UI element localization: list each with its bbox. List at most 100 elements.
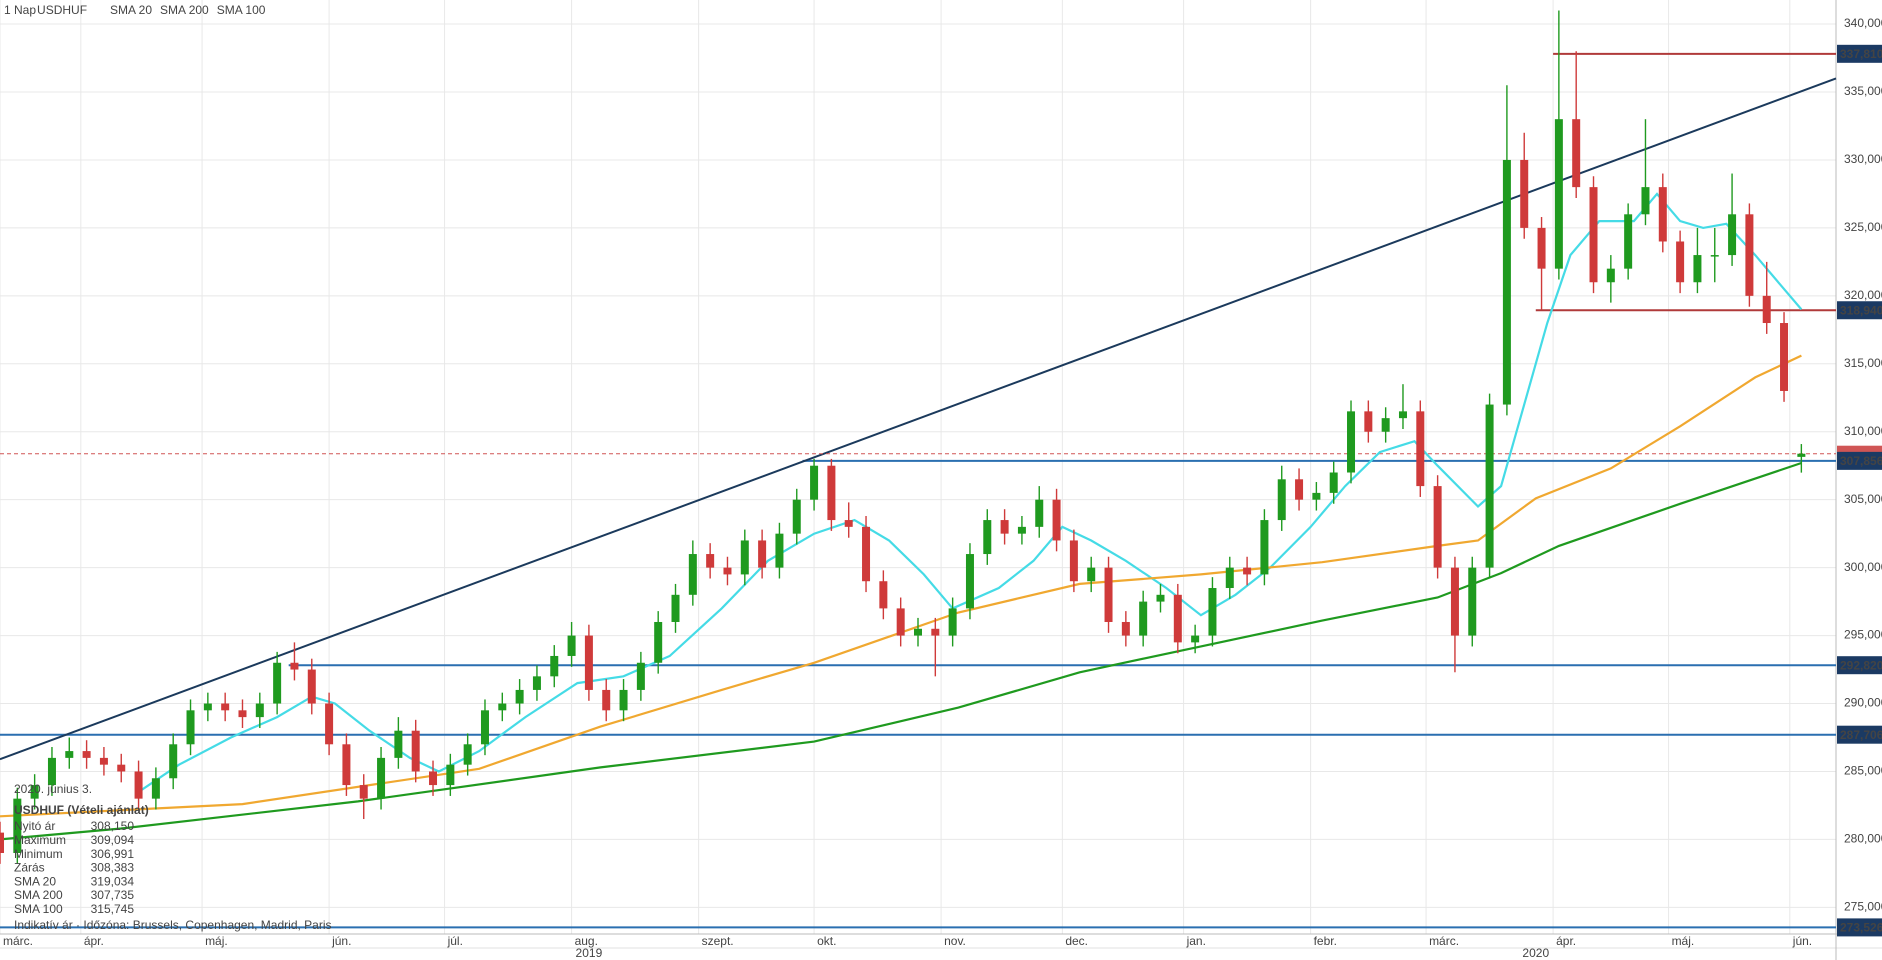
candle-body (1295, 479, 1304, 500)
level-box (1837, 301, 1882, 320)
tooltip-value: 308,150 (91, 819, 135, 833)
candle-body (1121, 621, 1130, 636)
level-label: 292,820 (1840, 658, 1882, 672)
candle-body (1329, 472, 1338, 493)
candle-body (862, 526, 871, 582)
candle-body (1191, 635, 1200, 643)
y-tick-label: 290,000 (1844, 696, 1882, 710)
candle-body (775, 533, 784, 568)
level-box (1837, 44, 1882, 63)
y-tick-label: 295,000 (1844, 628, 1882, 642)
candle-body (1398, 411, 1407, 419)
candle-body (1052, 499, 1061, 541)
candle-body (1156, 594, 1165, 602)
candle-body (1364, 411, 1373, 432)
legend-entry: SMA 200 (160, 3, 209, 17)
y-tick-label: 300,000 (1844, 560, 1882, 574)
level-label: 318,940 (1840, 303, 1882, 317)
candle-body (1537, 227, 1546, 269)
y-tick-label: 340,000 (1844, 16, 1882, 30)
candle-body (914, 628, 922, 636)
x-tick-label: nov. (944, 934, 966, 948)
tooltip-value: 306,991 (91, 847, 135, 861)
level-box (1837, 918, 1882, 937)
candle-body (810, 465, 819, 500)
candle-body (723, 567, 732, 575)
level-box (1837, 725, 1882, 744)
candle-body (446, 764, 455, 786)
candle-body (1797, 453, 1806, 457)
candle-body (1433, 486, 1442, 568)
candle-body (99, 757, 108, 765)
candle-body (359, 785, 368, 799)
candle-body (515, 689, 524, 704)
y-tick-label: 275,000 (1844, 900, 1882, 914)
candle-body (307, 669, 316, 704)
candle-body (203, 703, 212, 711)
tooltip-label: Maximum (14, 833, 66, 847)
candle-body (1676, 241, 1685, 283)
candle-body (1468, 567, 1477, 636)
candle-body (1381, 418, 1390, 432)
candle-body (1485, 404, 1494, 568)
candle-body (758, 540, 767, 568)
candle-body (879, 581, 888, 609)
sma-line (0, 354, 1802, 818)
candle-body (151, 778, 160, 799)
candle-body (411, 730, 420, 772)
x-tick-label: dec. (1065, 934, 1088, 948)
candle-body (1225, 567, 1234, 589)
candle-body (1502, 159, 1511, 405)
tooltip-value: 308,383 (91, 861, 135, 875)
tooltip-title: USDHUF (Vételi ajánlat) (14, 803, 149, 817)
candle-body (1087, 567, 1096, 582)
x-tick-label: ápr. (84, 934, 104, 948)
candle-body (1589, 187, 1598, 283)
candle-body (550, 655, 559, 677)
sma-line (0, 461, 1802, 841)
interval: 1 Nap (4, 3, 36, 17)
candle-body (394, 730, 403, 758)
candle-body (1416, 411, 1425, 487)
year-label: 2019 (576, 946, 603, 960)
tooltip-label: SMA 100 (14, 902, 63, 916)
candle-body (1035, 499, 1044, 527)
tooltip-value: 309,094 (91, 833, 135, 847)
candle-body (1745, 214, 1754, 296)
x-tick-label: szept. (702, 934, 734, 948)
candle-body (1710, 255, 1719, 257)
x-tick-label: aug. (575, 934, 598, 948)
candle-body (134, 771, 143, 799)
candle-body (1554, 119, 1563, 269)
candle-body (688, 554, 697, 595)
x-tick-label: márc. (1429, 934, 1459, 948)
x-tick-label: júl. (447, 934, 463, 948)
y-tick-label: 335,000 (1844, 84, 1882, 98)
x-tick-label: jún. (1792, 934, 1812, 948)
candle-body (567, 635, 576, 656)
candle-body (1243, 567, 1252, 575)
y-tick-label: 325,000 (1844, 220, 1882, 234)
level-label: 307,856 (1840, 454, 1882, 468)
candle-body (1572, 119, 1581, 188)
tooltip-label: SMA 200 (14, 888, 63, 902)
candle-body (1693, 255, 1702, 283)
candle-body (65, 751, 74, 758)
y-tick-label: 305,000 (1844, 492, 1882, 506)
candle-body (1017, 526, 1026, 534)
y-tick-label: 310,000 (1844, 424, 1882, 438)
candle-body (325, 703, 334, 745)
candle-body (636, 662, 645, 690)
candle-body (1000, 520, 1009, 534)
year-label: 2020 (1522, 946, 1549, 960)
candle-body (238, 710, 247, 718)
x-tick-label: okt. (817, 934, 836, 948)
candle-body (619, 689, 628, 711)
candle-body (0, 832, 4, 854)
x-tick-label: máj. (1672, 934, 1695, 948)
candle-body (602, 689, 611, 711)
candle-body (1312, 492, 1321, 500)
x-tick-label: febr. (1314, 934, 1337, 948)
